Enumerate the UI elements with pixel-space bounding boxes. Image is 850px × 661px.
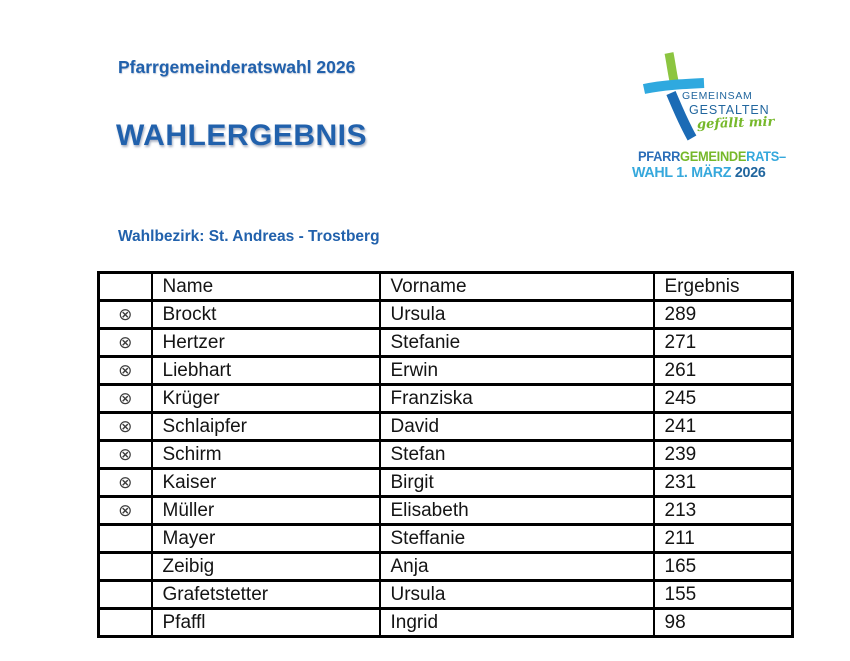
table-row: Pfaffl Ingrid 98 — [97, 607, 794, 638]
cross-diagonal-stroke — [666, 91, 697, 141]
cross-brush-icon — [642, 52, 705, 141]
elected-mark-cell: ⊗ — [97, 495, 153, 526]
table-row: Grafetstetter Ursula 155 — [97, 579, 794, 610]
campaign-text-part: PFARR — [638, 149, 681, 164]
elected-mark-cell: ⊗ — [97, 355, 153, 386]
table-header-row: Name Vorname Ergebnis — [97, 271, 794, 302]
campaign-text-part: GEMEINDE — [680, 149, 747, 164]
table-row: Zeibig Anja 165 — [97, 551, 794, 582]
vorname-cell: David — [378, 411, 655, 442]
cross-horizontal-stroke — [642, 78, 705, 94]
elected-mark-cell: ⊗ — [97, 439, 153, 470]
vorname-cell: Erwin — [378, 355, 655, 386]
name-cell: Hertzer — [150, 327, 381, 358]
table-row: ⊗ Schlaipfer David 241 — [97, 411, 794, 442]
name-cell: Müller — [150, 495, 381, 526]
name-cell: Zeibig — [150, 551, 381, 582]
ergebnis-cell: 289 — [652, 299, 794, 330]
table-row: ⊗ Krüger Franziska 245 — [97, 383, 794, 414]
vorname-cell: Steffanie — [378, 523, 655, 554]
vorname-cell: Ursula — [378, 579, 655, 610]
ergebnis-cell: 241 — [652, 411, 794, 442]
vorname-cell: Ingrid — [378, 607, 655, 638]
ergebnis-cell: 261 — [652, 355, 794, 386]
column-header-vorname: Vorname — [378, 271, 655, 302]
elected-mark-cell — [97, 579, 153, 610]
vorname-cell: Birgit — [378, 467, 655, 498]
table-row: ⊗ Liebhart Erwin 261 — [97, 355, 794, 386]
name-cell: Schirm — [150, 439, 381, 470]
column-header-name: Name — [150, 271, 381, 302]
campaign-text-part: 2026 — [734, 164, 766, 181]
table-row: ⊗ Müller Elisabeth 213 — [97, 495, 794, 526]
results-table: Name Vorname Ergebnis ⊗ Brockt Ursula 289 ⊗ H… — [97, 271, 794, 638]
vorname-cell: Stefanie — [378, 327, 655, 358]
name-cell: Krüger — [150, 383, 381, 414]
elected-mark-cell: ⊗ — [97, 299, 153, 330]
name-cell: Schlaipfer — [150, 411, 381, 442]
table-row: ⊗ Brockt Ursula 289 — [97, 299, 794, 330]
name-cell: Mayer — [150, 523, 381, 554]
vorname-cell: Franziska — [378, 383, 655, 414]
results-table-body: ⊗ Brockt Ursula 289 ⊗ Hertzer Stefanie 271 ⊗ Lieb… — [97, 299, 794, 638]
elected-mark-cell: ⊗ — [97, 467, 153, 498]
elected-mark-cell: ⊗ — [97, 411, 153, 442]
column-header-ergebnis: Ergebnis — [652, 271, 794, 302]
elected-mark-cell — [97, 551, 153, 582]
elected-mark-cell: ⊗ — [97, 383, 153, 414]
logo-tagline: gefällt mir — [696, 114, 775, 133]
campaign-logo: GEMEINSAM GESTALTEN gefällt mir PFARRGEM… — [612, 45, 812, 195]
page-title: Pfarrgemeinderatswahl 2026 — [118, 57, 356, 77]
vorname-cell: Ursula — [378, 299, 655, 330]
name-cell: Liebhart — [150, 355, 381, 386]
campaign-text-part: WAHL 1. MÄRZ — [632, 164, 735, 181]
district-label: Wahlbezirk: St. Andreas - Trostberg — [118, 228, 380, 245]
ergebnis-cell: 165 — [652, 551, 794, 582]
name-cell: Grafetstetter — [150, 579, 381, 610]
ergebnis-cell: 231 — [652, 467, 794, 498]
elected-mark-cell — [97, 523, 153, 554]
table-row: ⊗ Hertzer Stefanie 271 — [97, 327, 794, 358]
name-cell: Kaiser — [150, 467, 381, 498]
column-header-elected — [97, 271, 153, 302]
campaign-text-part: RATS– — [746, 149, 786, 164]
ergebnis-cell: 245 — [652, 383, 794, 414]
table-row: ⊗ Schirm Stefan 239 — [97, 439, 794, 470]
logo-text-gestalten: GESTALTEN — [689, 103, 770, 117]
vorname-cell: Anja — [378, 551, 655, 582]
name-cell: Pfaffl — [150, 607, 381, 638]
vorname-cell: Stefan — [378, 439, 655, 470]
cross-vertical-stroke — [664, 52, 679, 82]
table-row: ⊗ Kaiser Birgit 231 — [97, 467, 794, 498]
table-row: Mayer Steffanie 211 — [97, 523, 794, 554]
elected-mark-cell: ⊗ — [97, 327, 153, 358]
elected-mark-cell — [97, 607, 153, 638]
name-cell: Brockt — [150, 299, 381, 330]
ergebnis-cell: 271 — [652, 327, 794, 358]
ergebnis-cell: 239 — [652, 439, 794, 470]
campaign-line2: WAHL 1. MÄRZ 2026 — [632, 164, 766, 181]
logo-text-gemeinsam: GEMEINSAM — [682, 90, 753, 102]
ergebnis-cell: 213 — [652, 495, 794, 526]
ergebnis-cell: 155 — [652, 579, 794, 610]
main-heading: WAHLERGEBNIS — [116, 119, 368, 152]
ergebnis-cell: 211 — [652, 523, 794, 554]
ergebnis-cell: 98 — [652, 607, 794, 638]
vorname-cell: Elisabeth — [378, 495, 655, 526]
campaign-line1: PFARRGEMEINDERATS– — [638, 149, 786, 164]
